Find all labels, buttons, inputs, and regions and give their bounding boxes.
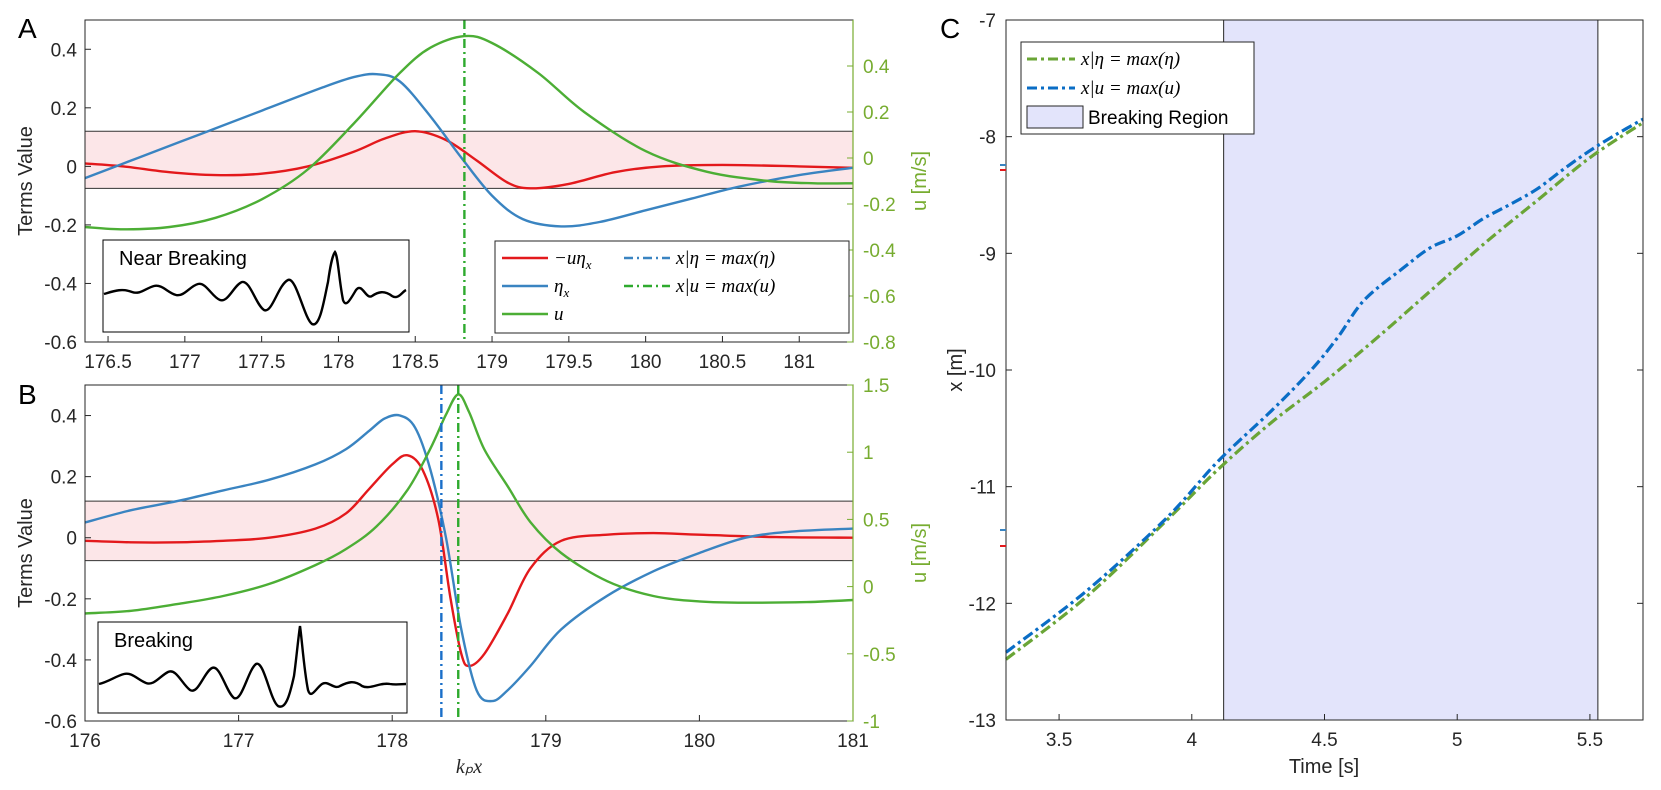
panel-c-ylabel: x [m]	[945, 348, 967, 391]
panel-b-xtick-label: 181	[837, 731, 869, 752]
panel-a-ytick-label: 0.4	[51, 40, 78, 61]
legend-a-blue-dash-label: x|η = max(η)	[675, 248, 775, 269]
panel-b-xtick-label: 177	[223, 731, 255, 752]
panel-b-inset-wave	[98, 625, 407, 708]
panel-b-xtick-label: 176	[69, 731, 101, 752]
panel-b-y2tick-label: 0	[863, 578, 874, 599]
panel-c-ytick-label: -12	[969, 594, 996, 615]
panel-a-y2tick-label: 0	[863, 149, 874, 170]
panel-c-breaking-region	[1223, 19, 1599, 721]
panel-a-y2tick-label: -0.8	[863, 333, 896, 354]
panel-a-ytick-label: -0.6	[44, 333, 77, 354]
panel-a-xtick-label: 181	[783, 352, 815, 373]
panel-a-xtick-label: 178.5	[391, 352, 439, 373]
panel-b-ytick-label: -0.6	[44, 712, 77, 733]
panel-b-y2tick-label: 1.5	[863, 376, 889, 397]
panel-a-legend: −uηx x|η = max(η) ηx x|u = max(u) u	[494, 240, 850, 334]
panel-b-series-green	[84, 393, 854, 615]
panel-a-xtick-label: 176.5	[84, 352, 132, 373]
panel-b-threshold-band	[85, 501, 853, 561]
legend-c-region-swatch	[1026, 105, 1084, 129]
panel-a-y2tick-label: -0.4	[863, 241, 896, 262]
panel-a-xtick-label: 178	[323, 352, 355, 373]
panel-b-y2tick-label: 1	[863, 443, 874, 464]
panel-b-inset: Breaking	[97, 621, 408, 714]
legend-a-red-label: −uηx	[554, 248, 592, 272]
panel-c-legend: x|η = max(η) x|u = max(u) Breaking Regio…	[1020, 41, 1255, 135]
panel-a-xtick-label: 179	[476, 352, 508, 373]
panel-b-y2tick-label: 0.5	[863, 510, 889, 531]
panel-b-xtick-label: 179	[530, 731, 562, 752]
panel-a-inset-wave	[103, 249, 407, 326]
panel-c-series-x_eta_max	[1005, 121, 1644, 661]
panel-c-xlabel: Time [s]	[1289, 756, 1359, 778]
panel-c-xtick-label: 5.5	[1577, 730, 1603, 751]
panel-a-threshold-band	[85, 131, 853, 189]
legend-a-green-dash-label: x|u = max(u)	[675, 276, 775, 297]
panel-a-xtick-label: 177	[169, 352, 201, 373]
panel-b-y2tick-label: -1	[863, 712, 880, 733]
panel-a-inset-label: Near Breaking	[119, 248, 247, 270]
panel-c-xtick-label: 5	[1452, 730, 1463, 751]
panel-c-ytick-label: -13	[969, 711, 996, 732]
panel-a-ylabel: Terms Value	[15, 126, 37, 236]
panel-c-ytick-label: -10	[969, 361, 996, 382]
panel-c-label: C	[940, 13, 960, 44]
panel-b-series-red	[84, 453, 854, 668]
panel-b: B 176 177 178 179 180 181 -0.6 -0.4 -0.2 0 0.2 0.4 -…	[15, 376, 931, 778]
legend-c-blue-label: x|u = max(u)	[1080, 78, 1180, 99]
panel-a-y2tick-label: -0.6	[863, 287, 896, 308]
legend-c-green-label: x|η = max(η)	[1080, 49, 1180, 70]
panel-b-ytick-label: 0.2	[51, 468, 77, 489]
legend-a-green-label: u	[554, 304, 564, 325]
panel-c-ytick-label: -7	[979, 11, 996, 32]
panel-c-xtick-label: 3.5	[1046, 730, 1072, 751]
panel-a-inset: Near Breaking	[102, 239, 410, 333]
panel-a-ytick-label: -0.4	[44, 274, 77, 295]
panel-a-xtick-label: 179.5	[545, 352, 593, 373]
panel-c-xtick-label: 4.5	[1311, 730, 1337, 751]
panel-c-ytick-label: -8	[979, 128, 996, 149]
panel-b-xlabel: kₚx	[456, 756, 482, 778]
panel-b-ytick-label: 0	[66, 529, 77, 550]
panel-a-ytick-label: 0.2	[51, 99, 77, 120]
panel-a-xtick-label: 180.5	[699, 352, 747, 373]
panel-c-ytick-label: -11	[970, 478, 996, 499]
panel-b-inset-label: Breaking	[114, 630, 193, 652]
panel-b-ytick-label: -0.2	[44, 590, 77, 611]
legend-a-blue-label: ηx	[554, 276, 569, 300]
panel-c-series-x_u_max	[1005, 117, 1644, 654]
panel-b-xtick-label: 180	[684, 731, 716, 752]
panel-a-label: A	[18, 13, 37, 44]
panel-a-series-green	[84, 34, 854, 231]
panel-a-y2tick-label: 0.4	[863, 57, 890, 78]
panel-b-ytick-label: -0.4	[44, 651, 77, 672]
panel-b-ytick-label: 0.4	[51, 407, 78, 428]
panel-a-series-red	[84, 129, 854, 190]
legend-c-region-label: Breaking Region	[1088, 108, 1228, 129]
panel-a-legend-box	[494, 240, 850, 334]
panel-a-y2label: u [m/s]	[909, 151, 931, 211]
panel-b-ylabel: Terms Value	[15, 498, 37, 608]
panel-a: A 176.5 177 177.5 178 178.5 179 179.5 180 180.5 1…	[15, 13, 931, 373]
panel-b-y2tick-label: -0.5	[863, 645, 896, 666]
panel-a-ytick-label: -0.2	[44, 216, 77, 237]
panel-a-xtick-label: 180	[630, 352, 662, 373]
panel-c-ytick-label: -9	[979, 244, 996, 265]
panel-b-y2label: u [m/s]	[909, 523, 931, 583]
panel-b-label: B	[18, 379, 37, 410]
panel-b-series-blue	[84, 413, 854, 703]
panel-b-xtick-label: 178	[376, 731, 408, 752]
panel-c-xtick-label: 4	[1187, 730, 1198, 751]
panel-a-xtick-label: 177.5	[238, 352, 286, 373]
panel-c: C 3.5 4 4.5 5 5.5 -13 -12 -11 -10 -9 -8 -7 x [m] Ti…	[940, 11, 1644, 778]
panel-a-series-blue	[84, 72, 854, 228]
panel-a-ytick-label: 0	[66, 157, 77, 178]
panel-a-y2tick-label: -0.2	[863, 195, 896, 216]
panel-a-y2tick-label: 0.2	[863, 103, 889, 124]
